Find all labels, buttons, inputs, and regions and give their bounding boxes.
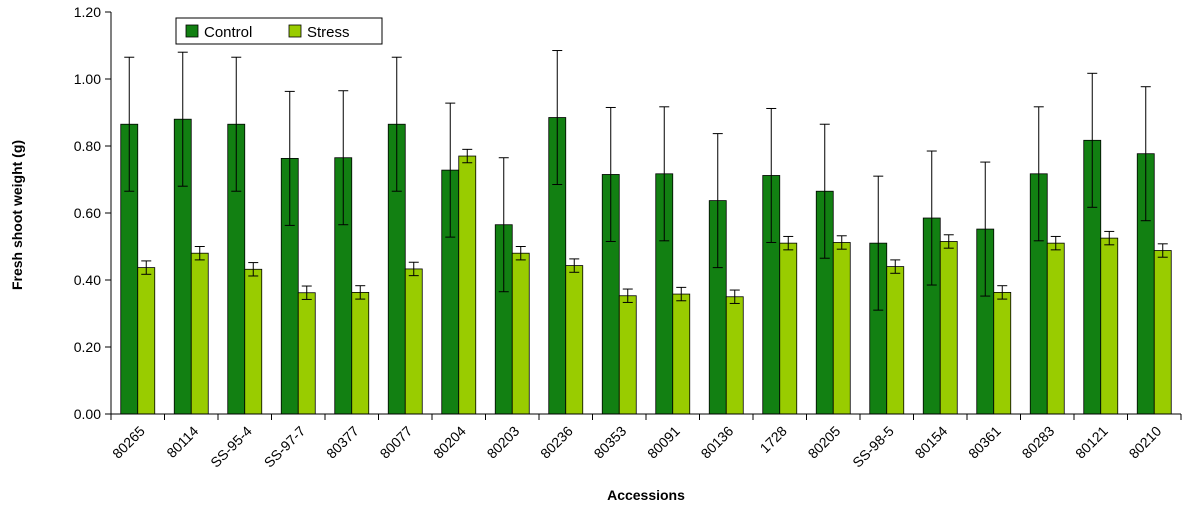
legend-label-stress: Stress	[307, 24, 350, 41]
x-tick-label: 80353	[591, 423, 630, 462]
y-tick-label: 0.20	[74, 339, 101, 355]
bar-stress	[565, 265, 584, 415]
bar-stress	[404, 268, 423, 415]
bar-stress	[297, 292, 316, 415]
bar-stress	[190, 252, 209, 415]
x-tick-label: SS-95-4	[207, 423, 255, 471]
legend-label-control: Control	[204, 24, 252, 41]
y-tick-label: 0.80	[74, 138, 101, 154]
legend-box	[175, 17, 383, 45]
bar-stress	[993, 291, 1012, 415]
x-tick-label: 80265	[109, 423, 148, 462]
y-tick-label: 0.00	[74, 406, 101, 422]
y-tick-label: 0.40	[74, 272, 101, 288]
bar-stress	[886, 266, 905, 415]
legend: Control Stress	[175, 17, 383, 45]
x-tick-label: 1728	[757, 423, 790, 456]
y-tick-label: 0.60	[74, 205, 101, 221]
y-axis-title: Fresh shoot weight (g)	[9, 140, 25, 290]
x-tick-label: 80091	[644, 423, 683, 462]
x-tick-label: SS-97-7	[261, 423, 309, 471]
x-tick-label: 80377	[323, 423, 362, 462]
bar-stress	[672, 293, 691, 415]
x-tick-label: 80283	[1019, 423, 1058, 462]
bar-stress	[137, 267, 156, 415]
legend-swatch-stress	[288, 24, 302, 38]
bar-stress	[458, 155, 477, 415]
x-axis-title: Accessions	[607, 487, 685, 503]
x-tick-label: 80236	[537, 423, 576, 462]
x-tick-label: 80210	[1126, 423, 1165, 462]
bar-stress	[779, 242, 798, 415]
bar-stress	[351, 291, 370, 415]
bar-stress	[939, 241, 958, 415]
bar-stress	[832, 242, 851, 415]
x-tick-label: 80114	[163, 423, 201, 461]
x-tick-label: 80205	[805, 423, 844, 462]
y-tick-label: 1.00	[74, 71, 101, 87]
x-tick-label: 80154	[912, 423, 951, 462]
error-bars	[124, 50, 1168, 311]
axes	[105, 11, 1182, 420]
x-tick-label: 80136	[698, 423, 737, 462]
bar-stress	[725, 296, 744, 415]
bar-stress	[244, 268, 263, 415]
x-tick-label: 80121	[1072, 423, 1111, 462]
x-tick-label: SS-98-5	[849, 423, 897, 471]
bar-stress	[1046, 242, 1065, 415]
bar-stress	[618, 295, 637, 415]
legend-swatch-control	[185, 24, 199, 38]
x-tick-label: 80077	[377, 423, 416, 462]
bar-stress	[1100, 237, 1119, 415]
y-axis-ticks: 0.00 0.20 0.40 0.60 0.80 1.00 1.20	[74, 4, 101, 422]
bars	[120, 117, 1172, 415]
bar-stress	[1153, 250, 1172, 415]
x-tick-label: 80361	[965, 423, 1004, 462]
y-tick-label: 1.20	[74, 4, 101, 20]
x-axis-ticks: 80265 80114 SS-95-4 SS-97-7 80377 80077 80204 8…	[109, 423, 1164, 471]
bar-stress	[511, 252, 530, 415]
x-tick-label: 80204	[430, 423, 469, 462]
x-tick-label: 80203	[484, 423, 523, 462]
